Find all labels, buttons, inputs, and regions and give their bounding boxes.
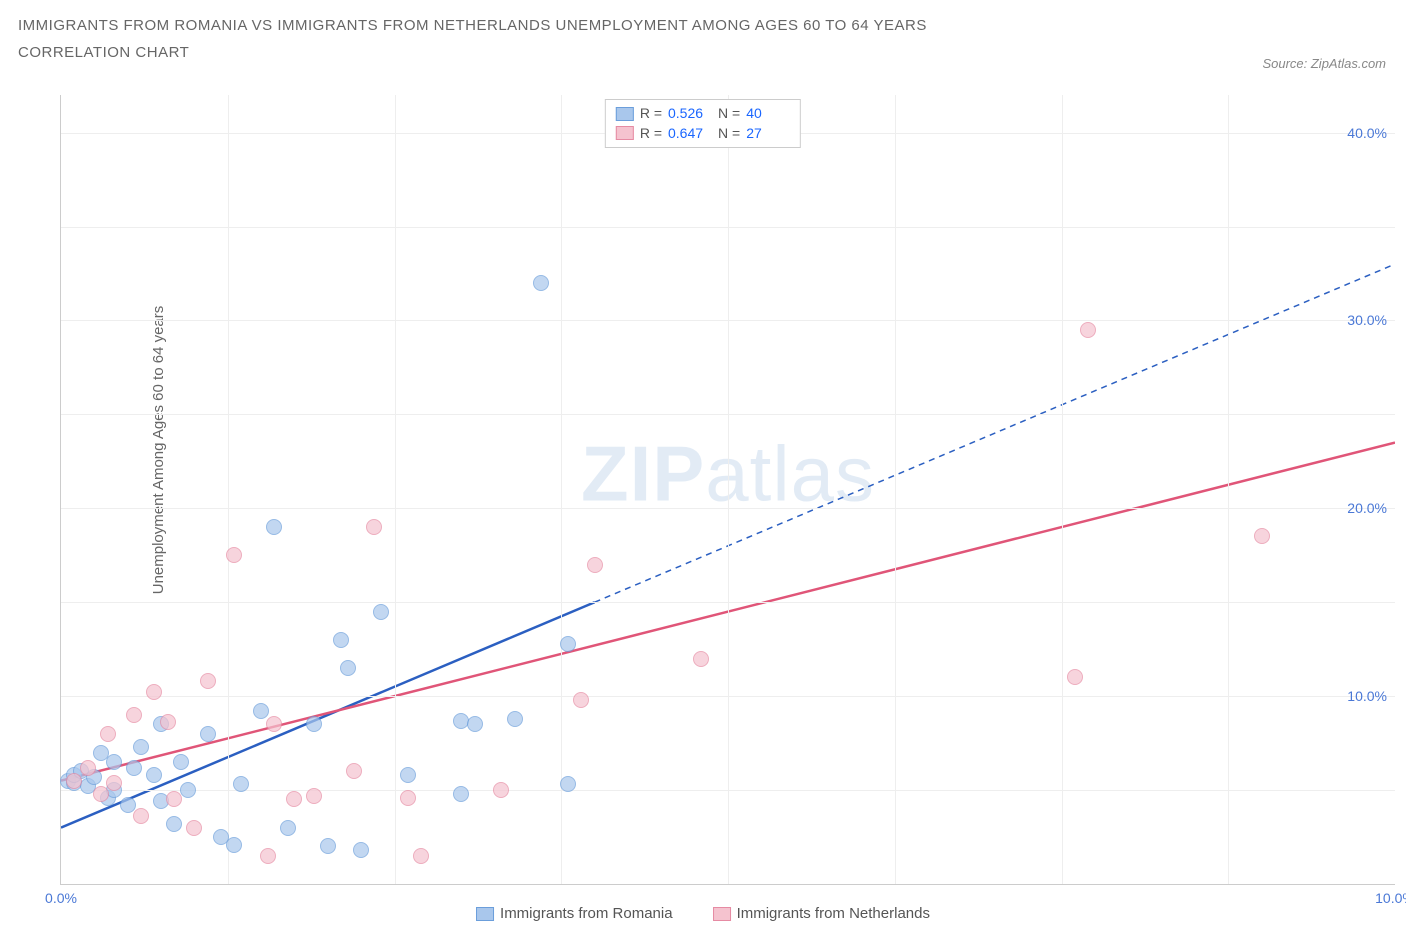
data-point-netherlands bbox=[266, 716, 282, 732]
watermark-light: atlas bbox=[705, 429, 875, 517]
r-label: R = bbox=[640, 104, 662, 124]
data-point-netherlands bbox=[226, 547, 242, 563]
data-point-netherlands bbox=[146, 684, 162, 700]
data-point-romania bbox=[146, 767, 162, 783]
x-tick-label: 10.0% bbox=[1375, 890, 1406, 906]
data-point-netherlands bbox=[1067, 669, 1083, 685]
x-tick-label: 0.0% bbox=[45, 890, 77, 906]
data-point-netherlands bbox=[286, 791, 302, 807]
source-attribution: Source: ZipAtlas.com bbox=[1262, 56, 1386, 71]
data-point-romania bbox=[180, 782, 196, 798]
data-point-romania bbox=[266, 519, 282, 535]
chart-plot-area: ZIPatlas 10.0%20.0%30.0%40.0%0.0%10.0% bbox=[60, 95, 1395, 885]
data-point-netherlands bbox=[693, 651, 709, 667]
data-point-netherlands bbox=[400, 790, 416, 806]
y-tick-label: 10.0% bbox=[1347, 688, 1387, 704]
data-point-netherlands bbox=[1254, 528, 1270, 544]
r-label: R = bbox=[640, 124, 662, 144]
data-point-romania bbox=[166, 816, 182, 832]
data-point-netherlands bbox=[413, 848, 429, 864]
watermark-bold: ZIP bbox=[581, 429, 705, 517]
gridline-v-minor bbox=[1228, 95, 1229, 884]
data-point-romania bbox=[453, 786, 469, 802]
series-legend: Immigrants from Romania Immigrants from … bbox=[476, 905, 930, 922]
data-point-romania bbox=[373, 604, 389, 620]
data-point-romania bbox=[133, 739, 149, 755]
data-point-netherlands bbox=[186, 820, 202, 836]
data-point-romania bbox=[320, 838, 336, 854]
data-point-netherlands bbox=[493, 782, 509, 798]
data-point-romania bbox=[226, 837, 242, 853]
data-point-netherlands bbox=[306, 788, 322, 804]
data-point-netherlands bbox=[166, 791, 182, 807]
data-point-netherlands bbox=[1080, 322, 1096, 338]
title-container: IMMIGRANTS FROM ROMANIA VS IMMIGRANTS FR… bbox=[0, 0, 1406, 66]
data-point-romania bbox=[120, 797, 136, 813]
gridline-v-minor bbox=[1062, 95, 1063, 884]
stats-row-romania: R = 0.526 N = 40 bbox=[616, 104, 790, 124]
n-label: N = bbox=[718, 124, 740, 144]
chart-title-1: IMMIGRANTS FROM ROMANIA VS IMMIGRANTS FR… bbox=[18, 12, 1406, 39]
data-point-romania bbox=[533, 275, 549, 291]
data-point-romania bbox=[126, 760, 142, 776]
trend-line-ext-romania bbox=[595, 264, 1395, 602]
gridline-v-minor bbox=[561, 95, 562, 884]
n-value-netherlands: 27 bbox=[746, 124, 790, 144]
swatch-netherlands bbox=[616, 126, 634, 140]
n-label: N = bbox=[718, 104, 740, 124]
data-point-netherlands bbox=[260, 848, 276, 864]
data-point-netherlands bbox=[366, 519, 382, 535]
data-point-romania bbox=[353, 842, 369, 858]
data-point-netherlands bbox=[66, 773, 82, 789]
data-point-netherlands bbox=[133, 808, 149, 824]
n-value-romania: 40 bbox=[746, 104, 790, 124]
y-tick-label: 20.0% bbox=[1347, 500, 1387, 516]
data-point-netherlands bbox=[160, 714, 176, 730]
swatch-romania bbox=[476, 907, 494, 921]
stats-row-netherlands: R = 0.647 N = 27 bbox=[616, 124, 790, 144]
y-tick-label: 40.0% bbox=[1347, 125, 1387, 141]
gridline-v-minor bbox=[228, 95, 229, 884]
gridline-v-minor bbox=[395, 95, 396, 884]
data-point-netherlands bbox=[100, 726, 116, 742]
data-point-netherlands bbox=[587, 557, 603, 573]
data-point-netherlands bbox=[126, 707, 142, 723]
data-point-romania bbox=[560, 776, 576, 792]
legend-label-netherlands: Immigrants from Netherlands bbox=[737, 905, 930, 922]
data-point-romania bbox=[173, 754, 189, 770]
data-point-romania bbox=[340, 660, 356, 676]
legend-label-romania: Immigrants from Romania bbox=[500, 905, 673, 922]
chart-title-2: CORRELATION CHART bbox=[18, 39, 1406, 66]
data-point-romania bbox=[280, 820, 296, 836]
data-point-romania bbox=[467, 716, 483, 732]
data-point-netherlands bbox=[93, 786, 109, 802]
data-point-romania bbox=[253, 703, 269, 719]
data-point-netherlands bbox=[200, 673, 216, 689]
data-point-romania bbox=[106, 754, 122, 770]
r-value-romania: 0.526 bbox=[668, 104, 712, 124]
gridline-v-minor bbox=[895, 95, 896, 884]
gridline-v-minor bbox=[728, 95, 729, 884]
data-point-romania bbox=[333, 632, 349, 648]
data-point-netherlands bbox=[106, 775, 122, 791]
legend-item-romania: Immigrants from Romania bbox=[476, 905, 673, 922]
data-point-romania bbox=[233, 776, 249, 792]
swatch-romania bbox=[616, 107, 634, 121]
data-point-romania bbox=[200, 726, 216, 742]
data-point-romania bbox=[400, 767, 416, 783]
y-tick-label: 30.0% bbox=[1347, 312, 1387, 328]
data-point-romania bbox=[306, 716, 322, 732]
data-point-netherlands bbox=[573, 692, 589, 708]
r-value-netherlands: 0.647 bbox=[668, 124, 712, 144]
data-point-netherlands bbox=[346, 763, 362, 779]
correlation-stats-box: R = 0.526 N = 40 R = 0.647 N = 27 bbox=[605, 99, 801, 148]
swatch-netherlands bbox=[713, 907, 731, 921]
data-point-romania bbox=[507, 711, 523, 727]
data-point-romania bbox=[560, 636, 576, 652]
legend-item-netherlands: Immigrants from Netherlands bbox=[713, 905, 930, 922]
data-point-netherlands bbox=[80, 760, 96, 776]
